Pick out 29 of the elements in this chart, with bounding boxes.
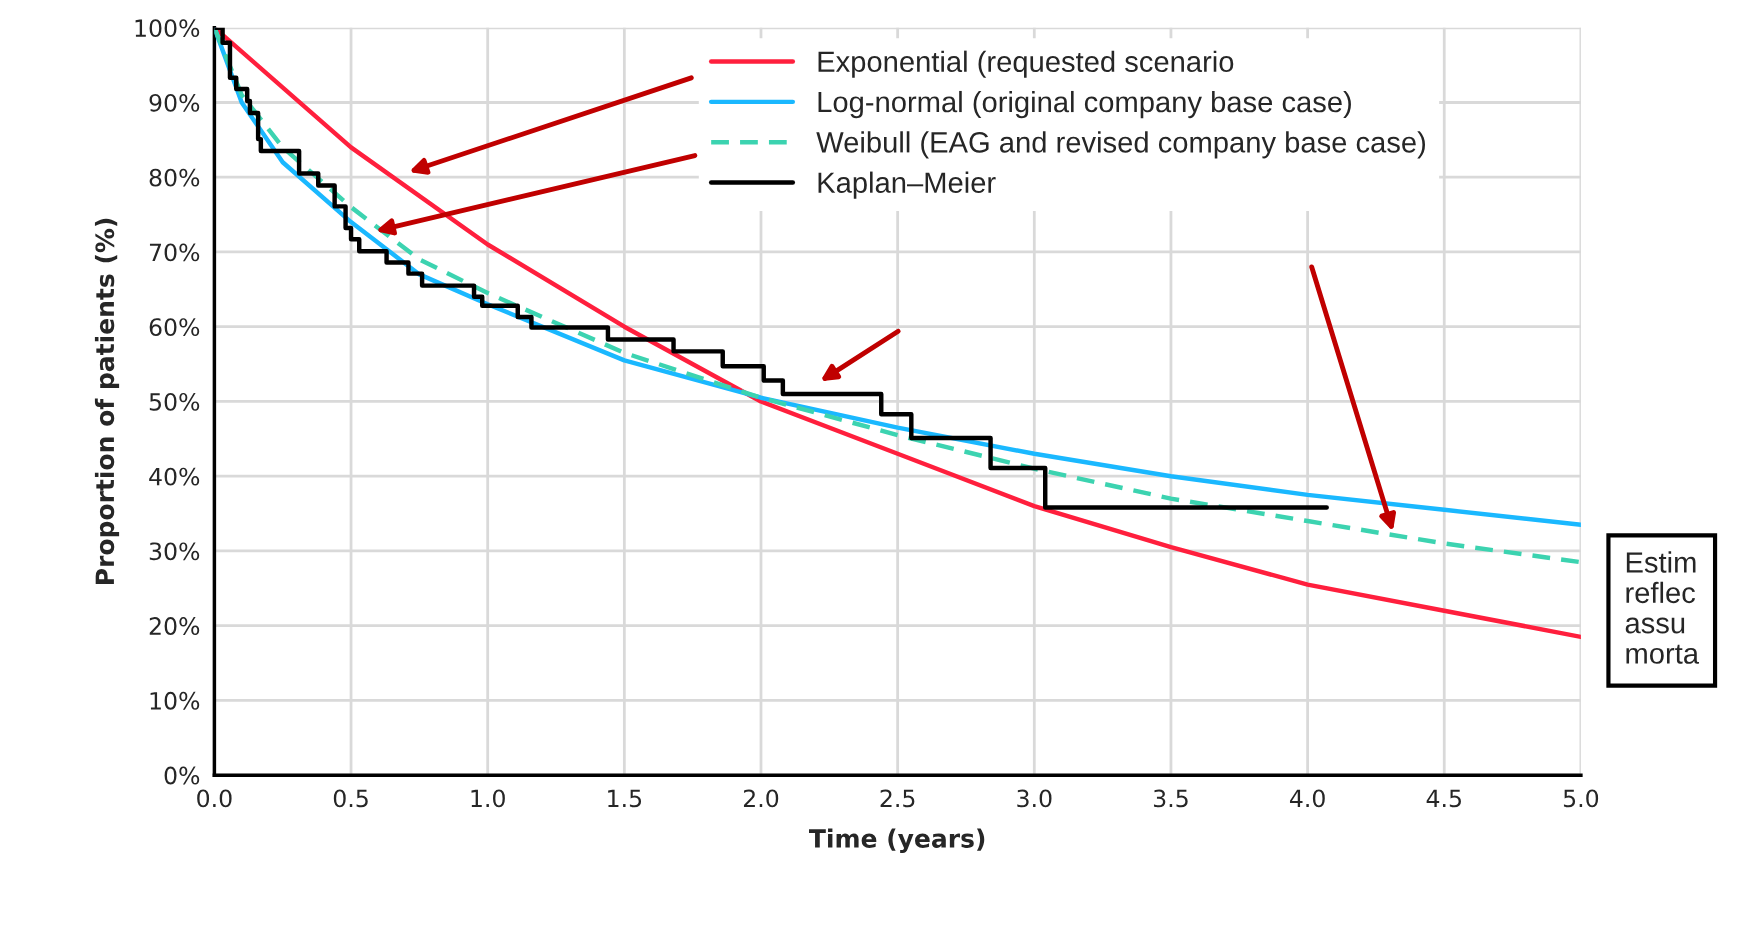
y-tick-label: 90% <box>149 93 200 112</box>
y-tick-label: 0% <box>164 766 200 785</box>
x-tick-label: 2.5 <box>880 789 915 808</box>
y-tick-label: 60% <box>149 318 200 337</box>
legend-label: Log-normal (original company base case) <box>818 90 1351 119</box>
y-tick-label: 30% <box>149 542 200 561</box>
x-tick-label: 0.0 <box>197 789 232 808</box>
x-tick-label: 3.5 <box>1153 789 1188 808</box>
x-tick-label: 4.0 <box>1289 789 1325 808</box>
text: Estim reflec assu morta <box>1625 551 1700 664</box>
y-tick-label: 20% <box>149 617 200 635</box>
x-tick-label: 1.5 <box>608 789 642 808</box>
legend-label: Weibull (EAG and revised company base case) <box>816 131 1426 159</box>
y-tick-label: 80% <box>149 168 200 187</box>
x-axis-title: Time (years) <box>809 828 985 853</box>
legend-label: Exponential (requested scenario <box>818 50 1234 78</box>
y-tick-label: 40% <box>149 467 200 486</box>
x-tick-label: 3.0 <box>1017 789 1052 808</box>
y-tick-label: 100% <box>135 19 200 38</box>
x-tick-label: 1.0 <box>471 789 505 808</box>
y-tick-label: 70% <box>149 243 200 262</box>
x-tick-label: 4.5 <box>1426 789 1461 808</box>
y-tick-label: 50% <box>149 392 200 411</box>
legend-label: Kaplan–Meier <box>818 171 996 199</box>
x-tick-label: 0.5 <box>333 789 368 808</box>
y-tick-label: 10% <box>150 691 200 710</box>
y-axis-title: Proportion of patients (%) <box>94 218 120 584</box>
x-tick-label: 5.0 <box>1563 789 1599 808</box>
x-tick-label: 2.0 <box>743 789 779 808</box>
